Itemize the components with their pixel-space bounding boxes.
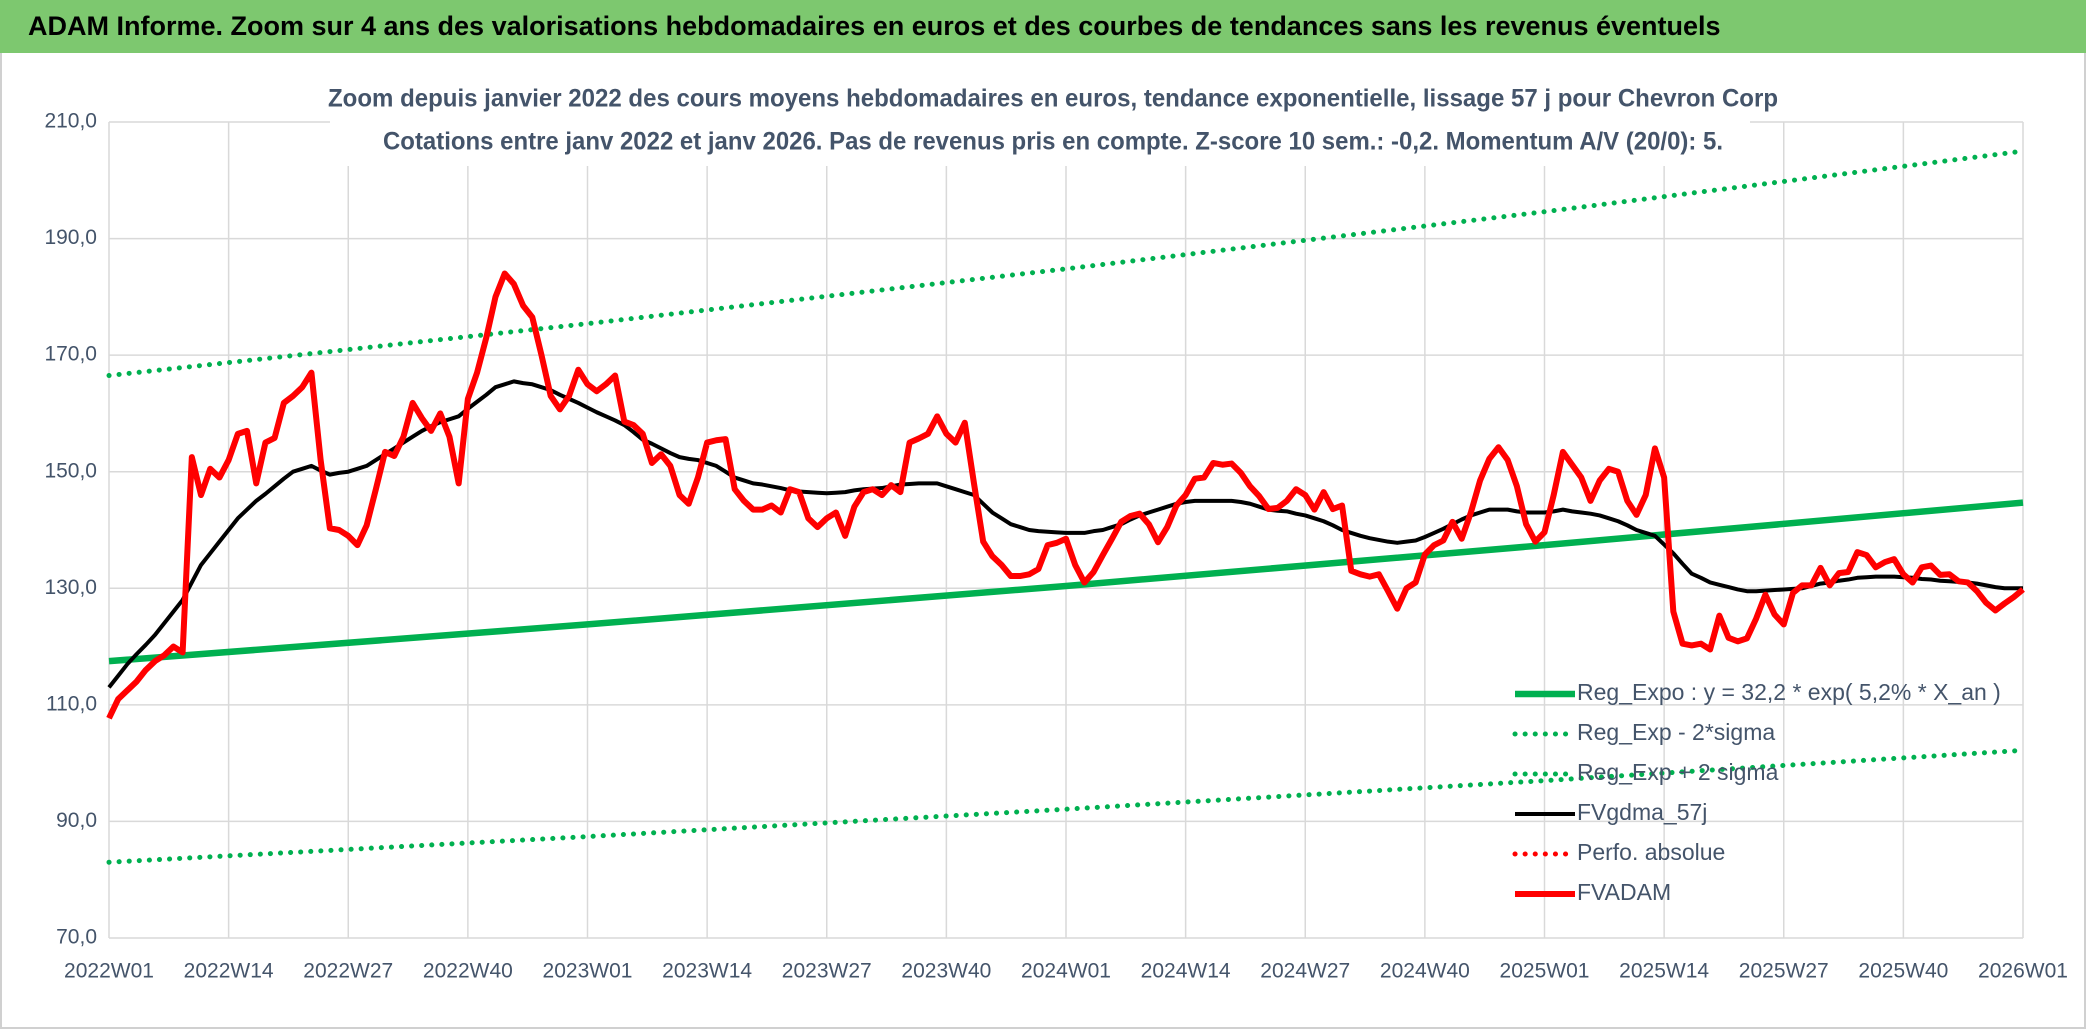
x-tick-label: 2023W27 (782, 960, 872, 983)
legend-label: Reg_Exp - 2*sigma (1577, 719, 1775, 745)
x-tick-label: 2022W01 (64, 960, 154, 983)
x-tick-label: 2025W27 (1739, 960, 1829, 983)
x-tick-label: 2023W40 (901, 960, 991, 983)
legend-label: Perfo. absolue (1577, 839, 1725, 865)
y-tick-label: 210,0 (44, 110, 97, 133)
y-tick-label: 190,0 (44, 226, 97, 249)
y-tick-label: 70,0 (56, 926, 97, 949)
legend-label: Reg_Exp + 2 sigma (1577, 759, 1779, 785)
series-line (106, 747, 2026, 865)
legend-label: FVgdma_57j (1577, 799, 1707, 825)
series-line (106, 148, 2026, 379)
x-tick-label: 2024W40 (1380, 960, 1470, 983)
x-tick-label: 2024W14 (1141, 960, 1231, 983)
x-tick-label: 2024W01 (1021, 960, 1111, 983)
x-tick-label: 2022W27 (303, 960, 393, 983)
x-tick-label: 2024W27 (1260, 960, 1350, 983)
x-tick-label: 2023W01 (543, 960, 633, 983)
x-tick-label: 2022W14 (184, 960, 274, 983)
series-line (108, 499, 2024, 665)
header-bar (0, 0, 2086, 53)
chart-title: Zoom depuis janvier 2022 des cours moyen… (328, 85, 1778, 113)
y-tick-label: 130,0 (44, 576, 97, 599)
x-tick-label: 2025W40 (1858, 960, 1948, 983)
legend-label: Reg_Expo : y = 32,2 * exp( 5,2% * X_an ) (1577, 679, 2001, 705)
series-line (106, 270, 2025, 720)
y-tick-label: 110,0 (46, 692, 97, 715)
y-tick-label: 170,0 (44, 343, 97, 366)
x-tick-label: 2026W01 (1978, 960, 2068, 983)
x-tick-label: 2022W40 (423, 960, 513, 983)
y-tick-label: 150,0 (44, 459, 97, 482)
title-background (330, 80, 1750, 166)
x-tick-label: 2023W14 (662, 960, 752, 983)
legend-label: FVADAM (1577, 879, 1671, 905)
x-tick-label: 2025W01 (1500, 960, 1590, 983)
chart-subtitle: Cotations entre janv 2022 et janv 2026. … (383, 128, 1723, 156)
header: ADAM Informe. Zoom sur 4 ans des valoris… (28, 11, 1721, 41)
x-tick-label: 2025W14 (1619, 960, 1709, 983)
y-tick-label: 90,0 (56, 809, 97, 832)
